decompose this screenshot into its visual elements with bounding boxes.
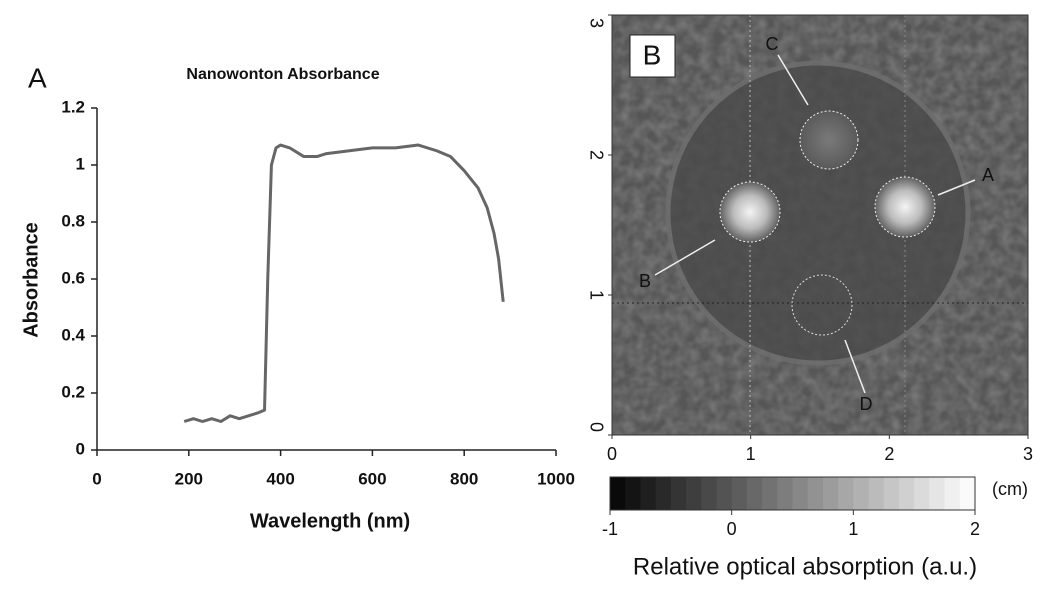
inclusion [800,111,858,169]
colorbar-step [944,477,961,510]
annotation: A [982,165,994,185]
x-tick-label: 3 [1023,444,1033,464]
chart-title: Nanowonton Absorbance [186,66,379,83]
inclusion [875,177,935,237]
x-tick-label: 800 [450,469,478,488]
annotation: C [766,34,779,54]
colorbar-tick-label: 1 [848,519,858,539]
annotation: B [639,271,651,291]
colorbar-step [822,477,839,510]
inclusion-outline [719,181,781,243]
colorbar-step [625,477,641,510]
inclusion [720,182,780,242]
colorbar-step [655,477,672,510]
colorbar-step [959,477,976,510]
y-tick-label: 0 [76,439,85,458]
colorbar-step [731,477,748,510]
x-tick-label: 2 [884,444,894,464]
colorbar-step [807,477,824,510]
colorbar-step [883,477,900,510]
y-tick-label: 1 [76,154,85,173]
x-tick-label: 1 [746,444,756,464]
arrows [654,54,976,394]
colorbar [610,477,976,510]
y-tick-label: 0.6 [61,268,85,287]
colorbar-step [762,477,778,510]
x-tick-label: 400 [266,469,294,488]
colorbar-step [640,477,657,510]
x-axis-label: Wavelength (nm) [250,510,410,532]
colorbar-step [610,477,626,510]
colorbar-tick-label: 0 [727,519,737,539]
colorbar-step [853,477,870,510]
y-tick-label: 0.8 [61,211,85,230]
image [612,15,1028,435]
colorbar-step [929,477,946,510]
colorbar-tick-label: -1 [602,519,618,539]
colorbar-step [838,477,854,510]
data-line [183,143,505,423]
colorbar-step [777,477,793,510]
colorbar-step [701,477,717,510]
panel-label: B [643,39,662,70]
y-tick-label: 0.4 [61,325,85,344]
colorbar-step [792,477,809,510]
colorbar-step [746,477,763,510]
unit-label: (cm) [992,479,1028,499]
colorbar-tick-label: 2 [970,519,980,539]
x-tick-label: 0 [607,444,617,464]
y-tick-label: 0 [586,422,606,432]
inclusion-outline [874,176,936,238]
colorbar-step [716,477,733,510]
panel-label-box [629,34,676,78]
x-tick-label: 0 [92,469,101,488]
colorbar-step [898,477,915,510]
y-tick-label: 1.2 [61,97,85,116]
colorbar-step [670,477,687,510]
x-tick-label: 600 [358,469,386,488]
colorbar-step [686,477,702,510]
y-tick-label: 0.2 [61,382,85,401]
image-frame [611,14,1029,436]
inclusion-outline [791,274,853,336]
annotation: D [860,394,873,414]
colorbar-step [868,477,885,510]
panel-label: A [28,62,47,93]
phantom-ring [665,60,971,366]
x-tick-label: 1000 [537,469,575,488]
colorbar-step [914,477,930,510]
inclusion-outline [799,110,859,170]
y-tick-label: 2 [586,150,606,160]
y-axis-label: Absorbance [20,222,42,338]
colorbar-label: Relative optical absorption (a.u.) [633,553,977,580]
y-tick-label: 3 [586,18,606,28]
x-tick-label: 200 [175,469,203,488]
y-tick-label: 1 [586,290,606,300]
colorbar-frame [609,476,976,511]
